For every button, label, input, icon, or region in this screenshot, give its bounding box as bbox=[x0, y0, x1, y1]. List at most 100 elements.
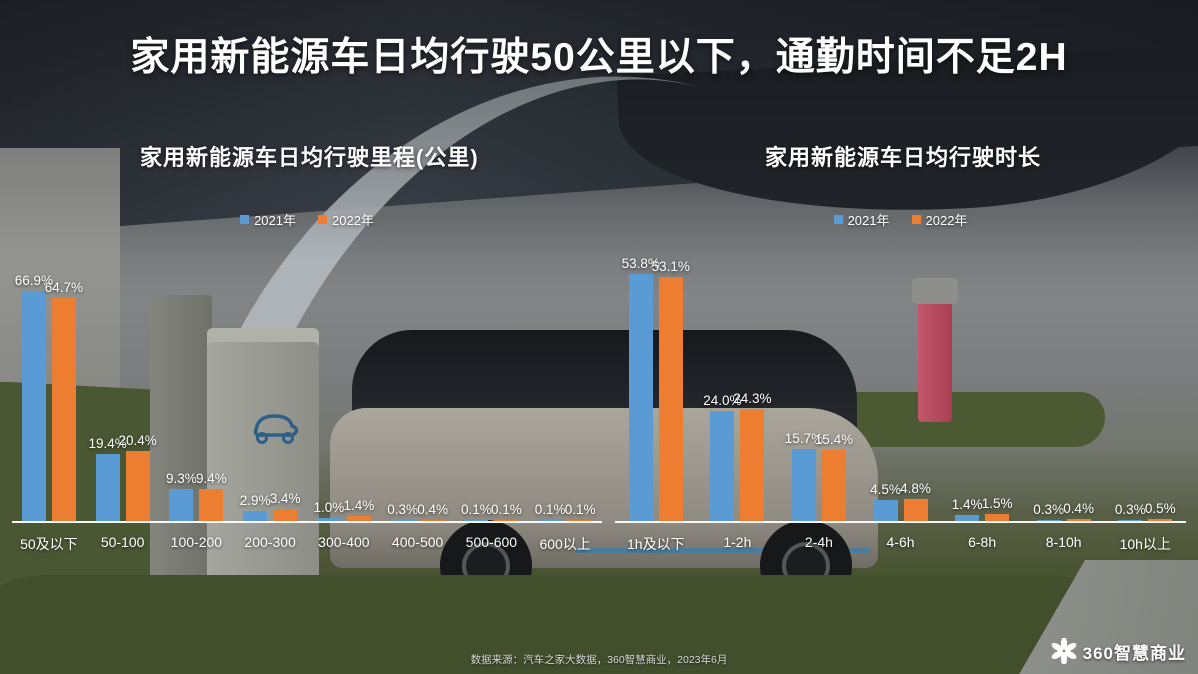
legend-item-2022: 2022年 bbox=[911, 210, 968, 229]
category-label: 1-2h bbox=[723, 534, 752, 550]
category-label: 50-100 bbox=[100, 534, 145, 550]
title-dim-overlay bbox=[0, 0, 1198, 260]
value-label: 20.4% bbox=[118, 432, 157, 448]
bar-2022年: 1.4% bbox=[343, 498, 374, 521]
category-label: 2-4h bbox=[804, 534, 833, 550]
value-label: 0.3% bbox=[1033, 501, 1065, 517]
bar-group: 19.4% 20.4% bbox=[86, 433, 160, 521]
value-label: 1.0% bbox=[313, 499, 345, 515]
charging-pillar bbox=[150, 295, 212, 625]
bar-2022年: 1.5% bbox=[982, 496, 1012, 521]
value-label: 0.5% bbox=[1144, 500, 1176, 516]
bar-2021年: 15.7% bbox=[785, 431, 823, 521]
bar-2022年: 4.8% bbox=[900, 481, 931, 521]
legend-label: 2021年 bbox=[847, 213, 890, 228]
bar-2022年: 64.7% bbox=[45, 280, 83, 521]
bar-2021年: 0.1% bbox=[461, 502, 492, 521]
data-source-note: 数据来源：汽车之家大数据，360智慧商业，2023年6月 bbox=[470, 654, 728, 666]
value-label: 24.3% bbox=[733, 391, 772, 407]
value-label: 0.1% bbox=[490, 501, 522, 517]
value-label: 0.3% bbox=[387, 501, 419, 517]
bar-group: 0.3% 0.4% bbox=[381, 502, 455, 521]
bar-2021年: 0.3% bbox=[1115, 502, 1146, 521]
plot-area: 53.8% 53.1% 24.0% 24.3% 15.7% 15.4% 4.5% 4.8% 1.… bbox=[615, 250, 1186, 523]
category-label: 600以上 bbox=[539, 536, 591, 552]
fire-hydrant-cap bbox=[912, 278, 958, 304]
bar-2022年: 0.1% bbox=[565, 502, 596, 521]
bar-2021年: 4.5% bbox=[870, 482, 901, 521]
value-label: 4.8% bbox=[900, 480, 931, 496]
bar-2022年: 3.4% bbox=[270, 491, 301, 521]
bar-2021年: 24.0% bbox=[703, 393, 742, 521]
bar-2021年: 66.9% bbox=[15, 273, 53, 521]
value-label: 9.4% bbox=[195, 470, 227, 486]
category-label: 1h及以下 bbox=[627, 536, 685, 552]
legend-label: 2021年 bbox=[254, 213, 296, 228]
car-blue-trim bbox=[575, 548, 870, 553]
chart-daily-duration: 家用新能源车日均行驶时长 2021年 2022年 53.8% 53.1% 24.0%… bbox=[615, 130, 1186, 570]
bar-2021年: 53.8% bbox=[622, 256, 660, 521]
category-label: 200-300 bbox=[244, 534, 296, 550]
bar-2021年: 0.3% bbox=[1033, 502, 1064, 521]
value-label: 15.7% bbox=[784, 430, 824, 446]
bar-2021年: 0.3% bbox=[387, 502, 418, 521]
value-label: 0.4% bbox=[417, 501, 449, 517]
category-label: 6-8h bbox=[968, 534, 997, 550]
bar-group: 15.7% 15.4% bbox=[778, 431, 860, 521]
bar-group: 0.1% 0.1% bbox=[455, 502, 529, 521]
value-label: 1.5% bbox=[981, 496, 1013, 512]
bar-2021年: 0.1% bbox=[535, 502, 566, 521]
fire-hydrant bbox=[918, 300, 952, 422]
value-label: 3.4% bbox=[269, 491, 301, 507]
legend: 2021年 2022年 bbox=[12, 210, 602, 229]
category-label: 500-600 bbox=[465, 534, 518, 550]
value-label: 53.8% bbox=[621, 255, 660, 271]
bar-2021年: 19.4% bbox=[88, 436, 127, 521]
slide-title: 家用新能源车日均行驶50公里以下，通勤时间不足2H bbox=[130, 36, 1068, 79]
bar-2022年: 0.4% bbox=[1063, 501, 1094, 521]
category-label: 50及以下 bbox=[20, 536, 78, 552]
value-label: 64.7% bbox=[44, 280, 84, 296]
bar-2022年: 24.3% bbox=[733, 391, 772, 521]
bar-2021年: 2.9% bbox=[240, 493, 271, 521]
grass-bottom bbox=[0, 575, 1080, 674]
bar-group: 1.4% 1.5% bbox=[941, 496, 1023, 521]
bar-2021年: 9.3% bbox=[166, 471, 197, 521]
bar-2022年: 0.4% bbox=[417, 502, 448, 521]
grass-strip-right bbox=[845, 392, 1105, 447]
category-label: 300-400 bbox=[318, 534, 370, 550]
legend-item-2021: 2021年 bbox=[833, 210, 890, 229]
charging-cabinet bbox=[207, 328, 319, 618]
legend-item-2022: 2022年 bbox=[318, 210, 374, 229]
chart-title: 家用新能源车日均行驶里程(公里) bbox=[140, 145, 479, 170]
bar-group: 0.1% 0.1% bbox=[528, 502, 602, 521]
bar-2021年: 1.0% bbox=[313, 500, 344, 521]
bar-2022年: 0.5% bbox=[1145, 501, 1176, 521]
value-label: 0.1% bbox=[534, 501, 566, 517]
ev-car-logo-icon bbox=[253, 414, 299, 444]
value-label: 0.1% bbox=[460, 501, 492, 517]
chart-daily-mileage: 家用新能源车日均行驶里程(公里) 2021年 2022年 66.9% 64.7% 1… bbox=[12, 130, 602, 570]
legend-item-2021: 2021年 bbox=[240, 210, 296, 229]
legend-label: 2022年 bbox=[332, 213, 374, 228]
bar-2022年: 20.4% bbox=[118, 433, 157, 521]
category-label: 8-10h bbox=[1045, 534, 1082, 550]
category-label: 10h以上 bbox=[1119, 536, 1171, 552]
360-flower-icon bbox=[1051, 638, 1076, 664]
value-label: 15.4% bbox=[814, 432, 854, 448]
value-label: 1.4% bbox=[343, 498, 375, 514]
bar-group: 0.3% 0.5% bbox=[1104, 501, 1186, 521]
category-label: 400-500 bbox=[391, 534, 444, 550]
chart-title: 家用新能源车日均行驶时长 bbox=[765, 145, 1042, 170]
value-label: 9.3% bbox=[165, 471, 197, 487]
bar-group: 66.9% 64.7% bbox=[12, 273, 86, 521]
category-axis: 50及以下 50-100 100-200 200-300 300-400 400-500 5… bbox=[12, 526, 602, 554]
value-label: 4.5% bbox=[870, 482, 901, 498]
bar-group: 24.0% 24.3% bbox=[697, 391, 779, 521]
bar-2022年: 15.4% bbox=[815, 432, 853, 521]
legend-label: 2022年 bbox=[925, 213, 968, 228]
bar-group: 1.0% 1.4% bbox=[307, 498, 381, 521]
value-label: 53.1% bbox=[651, 258, 690, 274]
bar-group: 9.3% 9.4% bbox=[160, 471, 234, 521]
